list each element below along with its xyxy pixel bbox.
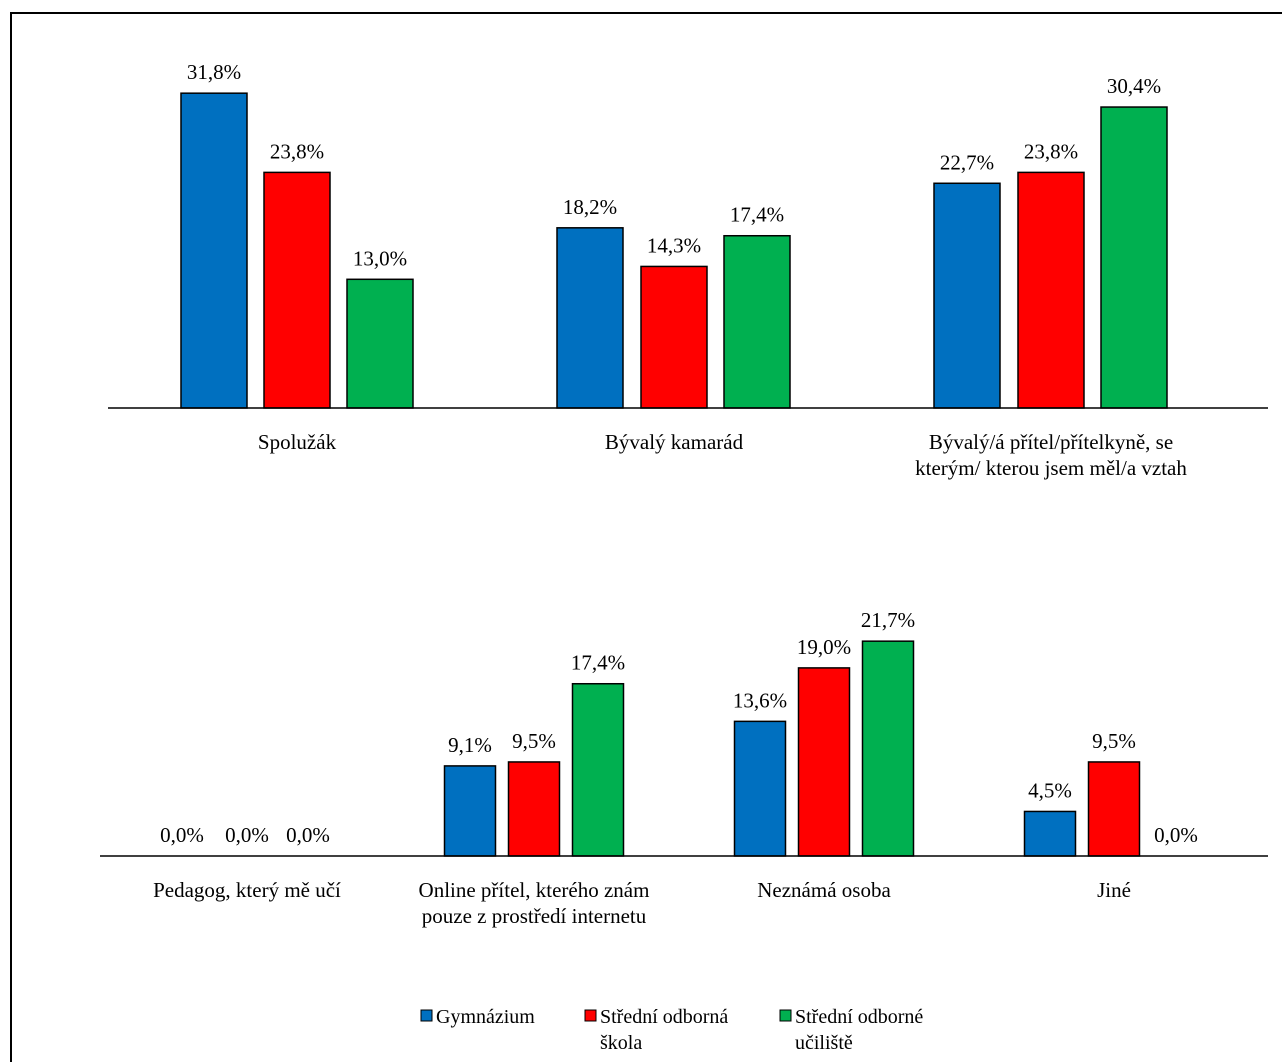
value-label-2-3-1: 13,6%	[733, 688, 787, 712]
legend-swatch-2	[584, 1009, 597, 1022]
value-label-1-2-1: 18,2%	[563, 195, 617, 219]
value-label-2-2-2: 9,5%	[512, 729, 556, 753]
category-label-2-1: Pedagog, který mě učí	[153, 878, 341, 902]
bar-1-2-3	[723, 234, 791, 409]
value-label-2-1-2: 0,0%	[225, 823, 269, 847]
chart-frame	[10, 12, 1282, 1062]
value-label-2-1-3: 0,0%	[286, 823, 330, 847]
bar-2-2-1	[443, 765, 497, 857]
value-label-1-2-2: 14,3%	[647, 233, 701, 257]
bar-2-3-1	[733, 720, 787, 857]
value-label-1-2-3: 17,4%	[730, 203, 784, 227]
category-label-2-4: Jiné	[1097, 878, 1131, 902]
category-label-1-3: Bývalý/á přítel/přítelkyně, se kterým/ kt…	[915, 430, 1187, 480]
value-label-2-2-1: 9,1%	[448, 733, 492, 757]
bar-1-1-1	[180, 92, 248, 409]
value-label-2-4-3: 0,0%	[1154, 823, 1198, 847]
value-label-2-4-1: 4,5%	[1028, 778, 1072, 802]
category-label-2-2: Online přítel, kterého znám pouze z prost…	[419, 878, 650, 928]
bar-2-2-2	[507, 761, 561, 857]
value-label-1-1-3: 13,0%	[353, 246, 407, 270]
legend-label-3: Střední odborné učiliště	[795, 1006, 923, 1050]
legend-swatch-1	[420, 1009, 433, 1022]
category-label-1-2: Bývalý kamarád	[605, 430, 744, 454]
value-label-1-1-2: 23,8%	[270, 139, 324, 163]
bar-1-3-3	[1100, 106, 1168, 409]
bar-2-2-3	[571, 682, 625, 857]
bar-1-2-1	[556, 227, 624, 409]
legend-swatch-3	[779, 1009, 792, 1022]
value-label-1-1-1: 31,8%	[187, 60, 241, 84]
value-label-2-2-3: 17,4%	[571, 651, 625, 675]
category-label-1-1: Spolužák	[258, 430, 337, 454]
category-label-2-3: Neznámá osoba	[757, 878, 891, 902]
value-label-2-3-2: 19,0%	[797, 635, 851, 659]
bar-2-4-1	[1023, 810, 1077, 857]
value-label-2-3-3: 21,7%	[861, 608, 915, 632]
value-label-1-3-2: 23,8%	[1024, 139, 1078, 163]
value-label-2-1-1: 0,0%	[160, 823, 204, 847]
legend-label-1: Gymnázium	[436, 1006, 535, 1028]
legend-label-2: Střední odborná škola	[600, 1006, 728, 1050]
value-label-1-3-1: 22,7%	[940, 150, 994, 174]
bar-2-3-2	[797, 667, 851, 857]
bar-1-3-1	[933, 182, 1001, 409]
bar-1-1-2	[263, 171, 331, 409]
value-label-2-4-2: 9,5%	[1092, 729, 1136, 753]
bar-2-4-2	[1087, 761, 1141, 857]
bar-1-1-3	[346, 278, 414, 409]
value-label-1-3-3: 30,4%	[1107, 74, 1161, 98]
bar-2-3-3	[861, 640, 915, 857]
bar-1-3-2	[1017, 171, 1085, 409]
bar-1-2-2	[640, 265, 708, 409]
